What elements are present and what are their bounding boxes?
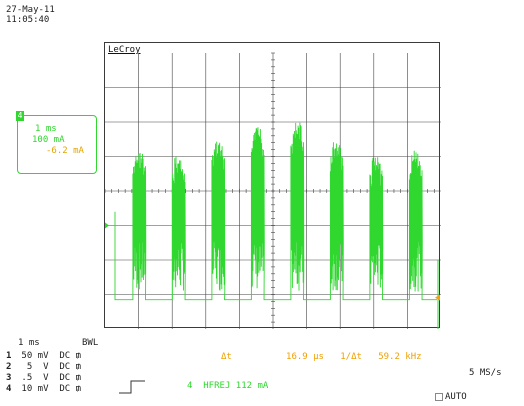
frequency-value: 59.2 kHz (378, 352, 422, 362)
bwl-indicator: BWL (82, 338, 99, 348)
cursor-marker-icon (435, 294, 440, 301)
math-trace-number: 4 (187, 381, 193, 391)
trace-timebase: 1 ms (35, 124, 57, 134)
timebase-readout[interactable]: 1 ms (18, 338, 40, 348)
trace-scale: 100 mA (32, 135, 65, 145)
timestamp: 27-May-11 11:05:40 (6, 5, 55, 25)
waveform-grid (105, 52, 441, 329)
brand-logo: LeCroy (108, 45, 141, 55)
math-trace-label[interactable]: 4 HFREJ 112 mA (187, 381, 268, 391)
channel-coupling: DC (59, 351, 71, 361)
channel-row-3[interactable]: 3 .5 V DC ₥ (6, 373, 81, 384)
channel-number: 3 (6, 373, 12, 383)
channel-row-4[interactable]: 4 10 mV DC ₥ (6, 384, 81, 395)
channel-number: 1 (6, 351, 12, 361)
channel-coupling: DC (59, 362, 71, 372)
channel-volts: 10 mV (21, 384, 49, 394)
trigger-mode-checkbox[interactable] (435, 393, 443, 401)
time-label: 11:05:40 (6, 15, 50, 25)
channel-list: 1 50 mV DC ₥ 2 5 V DC ₥ 3 .5 V DC ₥ 4 10… (6, 351, 81, 395)
channel-row-1[interactable]: 1 50 mV DC ₥ (6, 351, 81, 362)
delta-t-value: 16.9 µs (286, 352, 324, 362)
channel-coupling: DC (59, 384, 71, 394)
impedance-icon: ₥ (75, 384, 82, 394)
delta-t-label: Δt (221, 352, 232, 362)
channel-volts: 5 V (26, 362, 49, 372)
date-label: 27-May-11 (6, 5, 55, 15)
math-trace-text: HFREJ 112 mA (203, 381, 269, 391)
channel-number: 4 (6, 384, 12, 394)
trigger-edge-icon (119, 380, 145, 394)
channel-volts: .5 V (21, 373, 49, 383)
channel-row-2[interactable]: 2 5 V DC ₥ (6, 362, 81, 373)
cursor-readout[interactable]: Δt 16.9 µs 1/Δt 59.2 kHz (221, 352, 422, 362)
waveform-trace (114, 122, 437, 301)
scope-display[interactable]: LeCroy (104, 42, 441, 329)
channel-number: 2 (6, 362, 12, 372)
trace-number: 4 (16, 111, 24, 121)
ground-marker-icon (105, 222, 109, 229)
channel-volts: 50 mV (21, 351, 49, 361)
impedance-icon: ₥ (75, 351, 82, 361)
channel-coupling: DC (59, 373, 71, 383)
trigger-mode-label: AUTO (445, 392, 467, 402)
sample-rate: 5 MS/s (469, 368, 502, 378)
channel4-trace-box[interactable]: 4 1 ms 100 mA -6.2 mA (16, 111, 97, 174)
trigger-mode[interactable]: AUTO (435, 392, 467, 402)
trace-offset: -6.2 mA (46, 146, 84, 156)
impedance-icon: ₥ (75, 362, 82, 372)
inverse-delta-t-label: 1/Δt (340, 352, 362, 362)
impedance-icon: ₥ (75, 373, 82, 383)
